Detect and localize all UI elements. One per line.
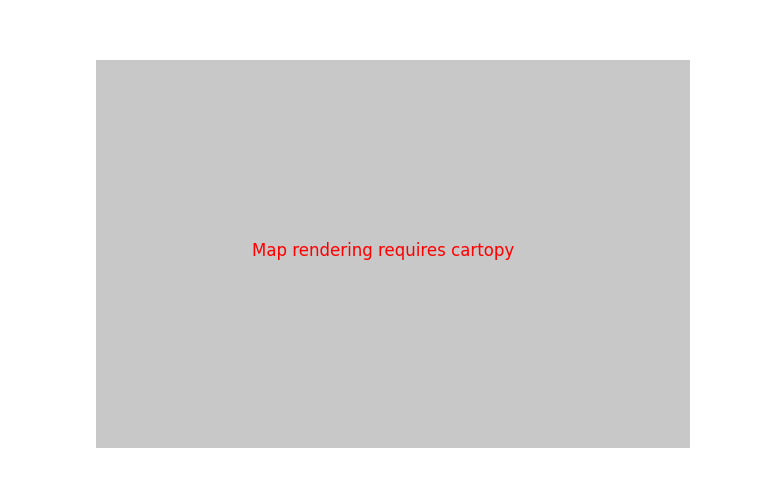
Text: Map rendering requires cartopy: Map rendering requires cartopy [252,242,515,261]
